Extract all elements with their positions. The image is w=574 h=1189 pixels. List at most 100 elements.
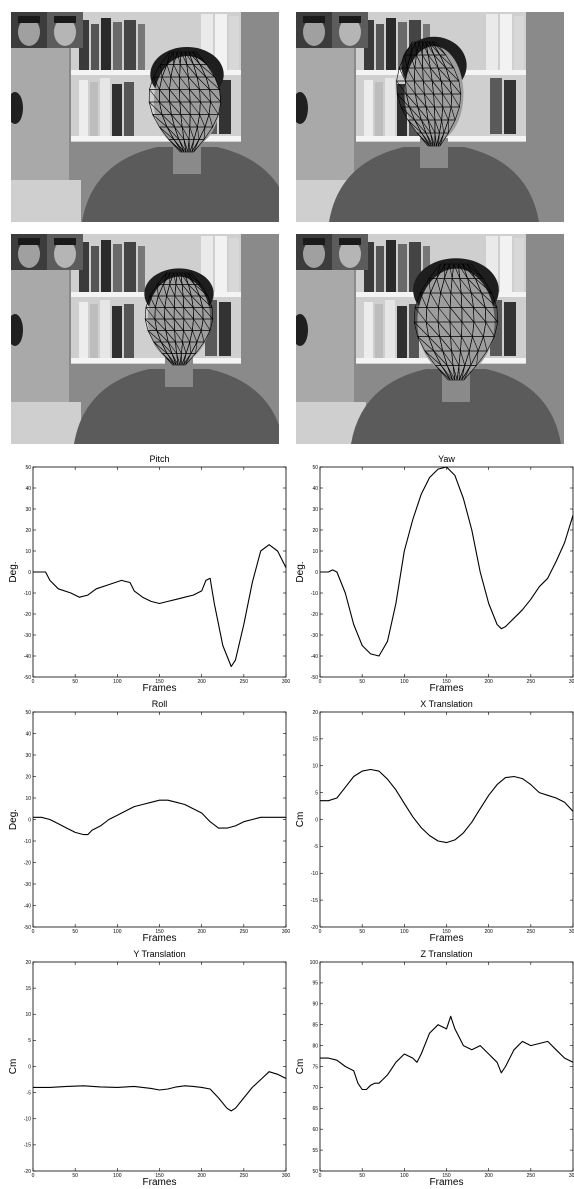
chart-title: Y Translation (133, 949, 185, 959)
x-tick-label: 50 (72, 679, 78, 685)
y-tick-label: 20 (25, 528, 31, 534)
x-tick-label: 150 (155, 1173, 164, 1179)
series-line (33, 544, 287, 668)
x-tick-label: 150 (442, 679, 451, 685)
x-tick-label: 250 (527, 679, 536, 685)
y-tick-label: 0 (28, 570, 31, 576)
series-line (320, 768, 574, 844)
x-tick-label: 50 (359, 1173, 365, 1179)
y-tick-label: -20 (311, 925, 318, 931)
y-tick-label: -20 (24, 612, 31, 618)
x-tick-label: 0 (32, 1173, 35, 1179)
y-tick-label: 95 (312, 981, 318, 987)
face-thumbnails (296, 234, 368, 270)
y-tick-label: -30 (24, 633, 31, 639)
x-tick-label: 100 (113, 929, 122, 935)
y-tick-label: 10 (312, 764, 318, 770)
y-tick-label: 80 (312, 1043, 318, 1049)
x-tick-label: 50 (359, 679, 365, 685)
yaw-chart: Yaw 0 50 100 150 200 250 300 -50 -40 -30 -20 -10 0 10 2… (287, 450, 574, 695)
y-tick-label: 10 (25, 1012, 31, 1018)
y-axis-label: Cm (8, 1059, 19, 1075)
x-translation-chart: X Translation050100150200250300-20-15-10… (287, 695, 574, 945)
y-tick-label: -10 (24, 1117, 31, 1123)
y-tick-label: -10 (311, 871, 318, 877)
series-line (33, 799, 286, 836)
y-tick-label: 60 (312, 1127, 318, 1133)
y-tick-label: -15 (311, 898, 318, 904)
x-tick-label: 150 (442, 1173, 451, 1179)
y-axis-label: Deg. (8, 561, 19, 582)
x-tick-label: 250 (240, 929, 249, 935)
pitch-chart-svg: Pitch 0 50 100 150 200 250 300 -50 -40 -30 -20 -10 0 1… (8, 454, 290, 694)
y-tick-label: -15 (24, 1143, 31, 1149)
plot-frame (32, 466, 287, 678)
y-tick-label: -5 (314, 844, 319, 850)
x-tick-label: 100 (400, 679, 409, 685)
y-tick-label: 10 (312, 549, 318, 555)
y-tick-label: -5 (27, 1090, 32, 1096)
y-tick-label: 75 (312, 1064, 318, 1070)
x-tick-label: 0 (319, 929, 322, 935)
y-tick-label: 20 (25, 774, 31, 780)
y-tick-label: 5 (315, 790, 318, 796)
x-tick-label: 0 (32, 929, 35, 935)
x-tick-label: 200 (484, 929, 493, 935)
y-tick-label: 0 (28, 1064, 31, 1070)
y-tick-label: -40 (24, 654, 31, 660)
face-mesh-overlay (144, 272, 214, 366)
x-tick-label: 250 (240, 1173, 249, 1179)
video-frame-3 (11, 234, 279, 444)
y-axis-label: Cm (295, 812, 306, 828)
y-tick-label: 50 (312, 465, 318, 471)
chart-title: X Translation (420, 699, 473, 709)
y-tick-label: 20 (25, 960, 31, 966)
x-tick-label: 200 (197, 679, 206, 685)
y-translation-chart: Y Translation 0 50 100 150 200 250 300 -20 -15 -10… (0, 945, 290, 1189)
y-tick-label: 85 (312, 1023, 318, 1029)
video-frame-2 (296, 12, 564, 222)
face-mesh-frame-2 (296, 12, 564, 222)
y-tick-label: -10 (24, 591, 31, 597)
x-tick-label: 250 (527, 1173, 536, 1179)
lamp (11, 314, 23, 346)
x-axis-label: Frames (430, 1177, 464, 1188)
y-tick-label: 55 (312, 1148, 318, 1154)
series-line (320, 466, 574, 657)
x-axis-label: Frames (430, 933, 464, 944)
y-tick-label: 10 (25, 549, 31, 555)
y-tick-label: 30 (25, 507, 31, 513)
y-tick-label: -50 (311, 675, 318, 681)
plot-frame (32, 711, 287, 928)
y-tick-label: 0 (28, 817, 31, 823)
y-axis-label: Cm (295, 1059, 306, 1075)
y-tick-label: 100 (310, 960, 319, 966)
lamp (296, 314, 308, 346)
face-thumbnails (296, 12, 368, 48)
x-tick-label: 300 (569, 679, 574, 685)
x-tick-label: 0 (319, 1173, 322, 1179)
shirt (74, 369, 279, 444)
x-tick-label: 100 (113, 1173, 122, 1179)
chart-title: Z Translation (420, 949, 472, 959)
x-tick-label: 0 (319, 679, 322, 685)
face-mesh-frame-3 (11, 234, 279, 444)
y-tick-label: -40 (311, 654, 318, 660)
face-mesh-frame-4 (296, 234, 564, 444)
y-tick-label: -20 (24, 1169, 31, 1175)
x-tick-label: 50 (72, 1173, 78, 1179)
x-tick-label: 300 (282, 1173, 291, 1179)
z-translation-chart-svg: Z Translation050100150200250300505560657… (295, 949, 574, 1188)
y-tick-label: -30 (311, 633, 318, 639)
chart-title: Yaw (438, 454, 455, 464)
x-tick-label: 100 (400, 929, 409, 935)
y-tick-label: 70 (312, 1085, 318, 1091)
series-line (320, 1015, 574, 1091)
x-tick-label: 200 (484, 1173, 493, 1179)
y-tick-label: 40 (25, 731, 31, 737)
y-axis-label: Deg. (295, 561, 306, 582)
plot-frame (319, 466, 574, 678)
x-tick-label: 150 (155, 929, 164, 935)
x-tick-label: 300 (569, 1173, 574, 1179)
